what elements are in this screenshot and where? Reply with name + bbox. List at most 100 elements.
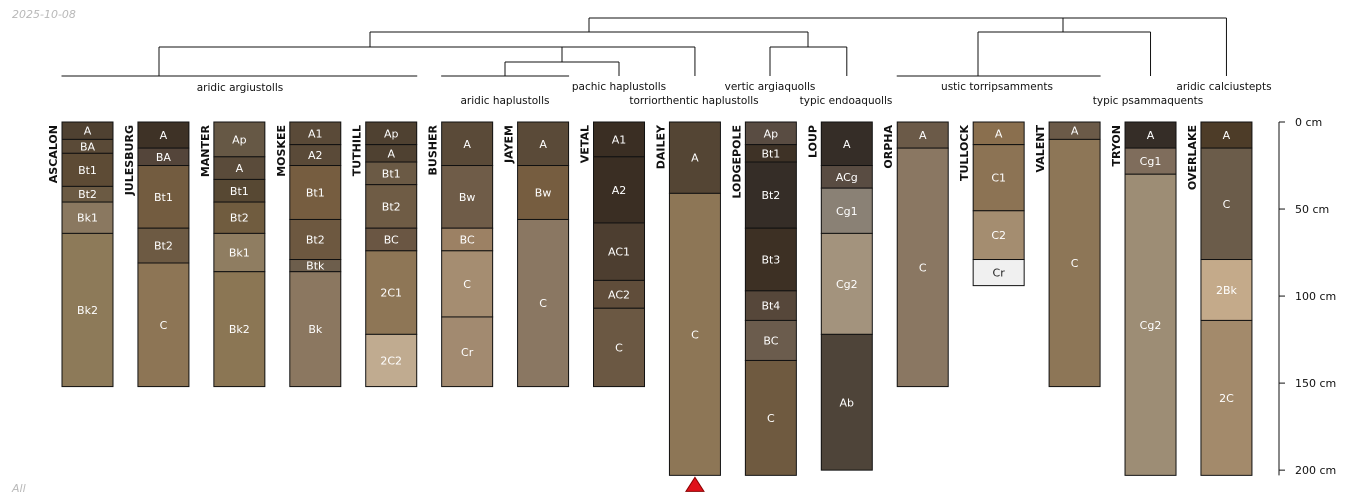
horizon-overlake-2c xyxy=(1200,319,1253,476)
horizon-label: Bk1 xyxy=(77,212,98,225)
depth-tick-label: 150 cm xyxy=(1295,377,1336,390)
profile-overlake: A C 2Bk 2C OVERLAKE xyxy=(1186,121,1253,476)
horizon-julesburg-bt1 xyxy=(137,165,190,229)
horizon-julesburg-c xyxy=(137,262,190,388)
class-label: typic endoaquolls xyxy=(800,95,893,107)
horizon-label: A2 xyxy=(612,184,627,197)
horizon-label: 2C2 xyxy=(380,354,402,367)
horizon-label: BA xyxy=(80,140,96,153)
profile-dailey: A C DAILEY xyxy=(654,121,721,492)
horizon-label: 2C xyxy=(1219,392,1234,405)
horizon-label: C xyxy=(160,319,168,332)
horizon-label: A xyxy=(160,129,168,142)
horizon-jayem-a xyxy=(517,121,570,167)
horizon-label: Bt2 xyxy=(230,212,249,225)
horizon-label: BC xyxy=(384,233,399,246)
horizon-manter-bk2 xyxy=(213,271,266,388)
profiles: A BA Bt1 Bt2 Bk1 Bk2 ASCALON A BA Bt1 Bt2 C JULESBUR… xyxy=(47,121,1253,492)
horizon-label: Bt1 xyxy=(230,185,249,198)
class-label: ustic torripsamments xyxy=(941,81,1053,93)
horizon-label: A xyxy=(1071,125,1079,138)
profile-tryon: A Cg1 Cg2 TRYON xyxy=(1110,121,1177,476)
horizon-tuthill-2c2 xyxy=(365,333,418,388)
class-labels: aridic argiustolls aridic haplustolls pach… xyxy=(197,81,1272,107)
horizon-tuthill-2c1 xyxy=(365,250,418,335)
horizon-label: AC2 xyxy=(608,288,630,301)
horizon-label: C xyxy=(691,328,699,341)
profile-manter: Ap A Bt1 Bt2 Bk1 Bk2 MANTER xyxy=(199,121,266,388)
horizon-label: BC xyxy=(763,334,778,347)
horizon-label: Bk xyxy=(308,323,323,336)
class-label: aridic argiustolls xyxy=(197,82,283,94)
profile-name: TRYON xyxy=(1110,125,1123,167)
profile-valent: A C VALENT xyxy=(1034,121,1101,388)
horizon-label: Bt1 xyxy=(382,167,401,180)
horizon-label: Bt3 xyxy=(761,254,780,267)
profile-name: LOUP xyxy=(806,125,819,158)
profile-busher: A Bw BC C Cr BUSHER xyxy=(427,121,494,388)
horizon-label: Ap xyxy=(232,133,247,146)
horizon-loup-a xyxy=(820,121,873,167)
class-label: pachic haplustolls xyxy=(572,81,666,93)
horizon-label: Bk2 xyxy=(229,323,250,336)
profile-name: VALENT xyxy=(1034,125,1047,173)
horizon-vetal-a2 xyxy=(593,156,646,224)
horizon-label: C xyxy=(539,297,547,310)
truncation-marker xyxy=(685,476,705,492)
depth-tick-label: 200 cm xyxy=(1295,464,1336,477)
horizon-label: A1 xyxy=(612,133,627,146)
horizon-label: Cg1 xyxy=(836,205,858,218)
horizon-label: 2C1 xyxy=(380,287,402,300)
horizon-label: A2 xyxy=(308,149,323,162)
horizon-overlake-c xyxy=(1200,147,1253,261)
horizon-loup-cg1 xyxy=(820,187,873,234)
profile-vetal: A1 A2 AC1 AC2 C VETAL xyxy=(579,121,646,388)
horizon-vetal-ac2 xyxy=(593,279,646,309)
horizon-label: AC1 xyxy=(608,246,630,259)
horizon-dailey-c xyxy=(668,192,721,476)
horizon-label: Ab xyxy=(840,396,855,409)
dendrogram xyxy=(61,17,1227,77)
horizon-jayem-c xyxy=(517,218,570,388)
class-label: aridic haplustolls xyxy=(460,95,549,107)
horizon-label: Bt2 xyxy=(154,240,173,253)
horizon-label: Ap xyxy=(384,127,399,140)
horizon-label: C xyxy=(615,341,623,354)
horizon-label: Btk xyxy=(306,260,325,273)
profile-name: ORPHA xyxy=(882,125,895,169)
horizon-label: Bk1 xyxy=(229,247,250,260)
class-label: typic psammaquents xyxy=(1093,95,1204,107)
horizon-label: Bt4 xyxy=(761,300,780,313)
horizon-label: Bt2 xyxy=(306,233,325,246)
profile-jayem: A Bw C JAYEM xyxy=(503,121,570,388)
profile-lodgepole: Ap Bt1 Bt2 Bt3 Bt4 BC C LODGEPOLE xyxy=(730,121,797,476)
horizon-moskee-bk xyxy=(289,271,342,388)
profile-tuthill: Ap A Bt1 Bt2 BC 2C1 2C2 TUTHILL xyxy=(351,121,418,388)
horizon-lodgepole-bc xyxy=(744,319,797,361)
horizon-label: ACg xyxy=(836,171,858,184)
horizon-label: C1 xyxy=(991,172,1006,185)
horizon-julesburg-a xyxy=(137,121,190,149)
profile-name: OVERLAKE xyxy=(1186,125,1199,190)
horizon-label: Bt1 xyxy=(306,186,325,199)
profile-tullock: A C1 C2 Cr TULLOCK xyxy=(958,121,1025,287)
horizon-valent-c xyxy=(1048,138,1101,388)
profile-name: VETAL xyxy=(579,125,592,163)
class-label: aridic calciustepts xyxy=(1176,81,1271,93)
horizon-label: A xyxy=(691,152,699,165)
horizon-lodgepole-bt3 xyxy=(744,227,797,292)
horizon-label: A xyxy=(843,138,851,151)
horizon-label: Bt2 xyxy=(382,200,401,213)
profile-name: JULESBURG xyxy=(123,125,136,196)
horizon-label: Cg2 xyxy=(836,278,858,291)
horizon-vetal-c xyxy=(593,307,646,388)
horizon-label: A1 xyxy=(308,127,323,140)
horizon-ascalon-bk2 xyxy=(61,232,114,388)
horizon-label: Cr xyxy=(461,346,474,359)
horizon-label: A xyxy=(995,127,1003,140)
horizon-busher-c xyxy=(441,250,494,318)
horizon-label: Bt1 xyxy=(154,191,173,204)
horizon-tryon-cg2 xyxy=(1124,173,1177,476)
horizon-label: A xyxy=(236,162,244,175)
